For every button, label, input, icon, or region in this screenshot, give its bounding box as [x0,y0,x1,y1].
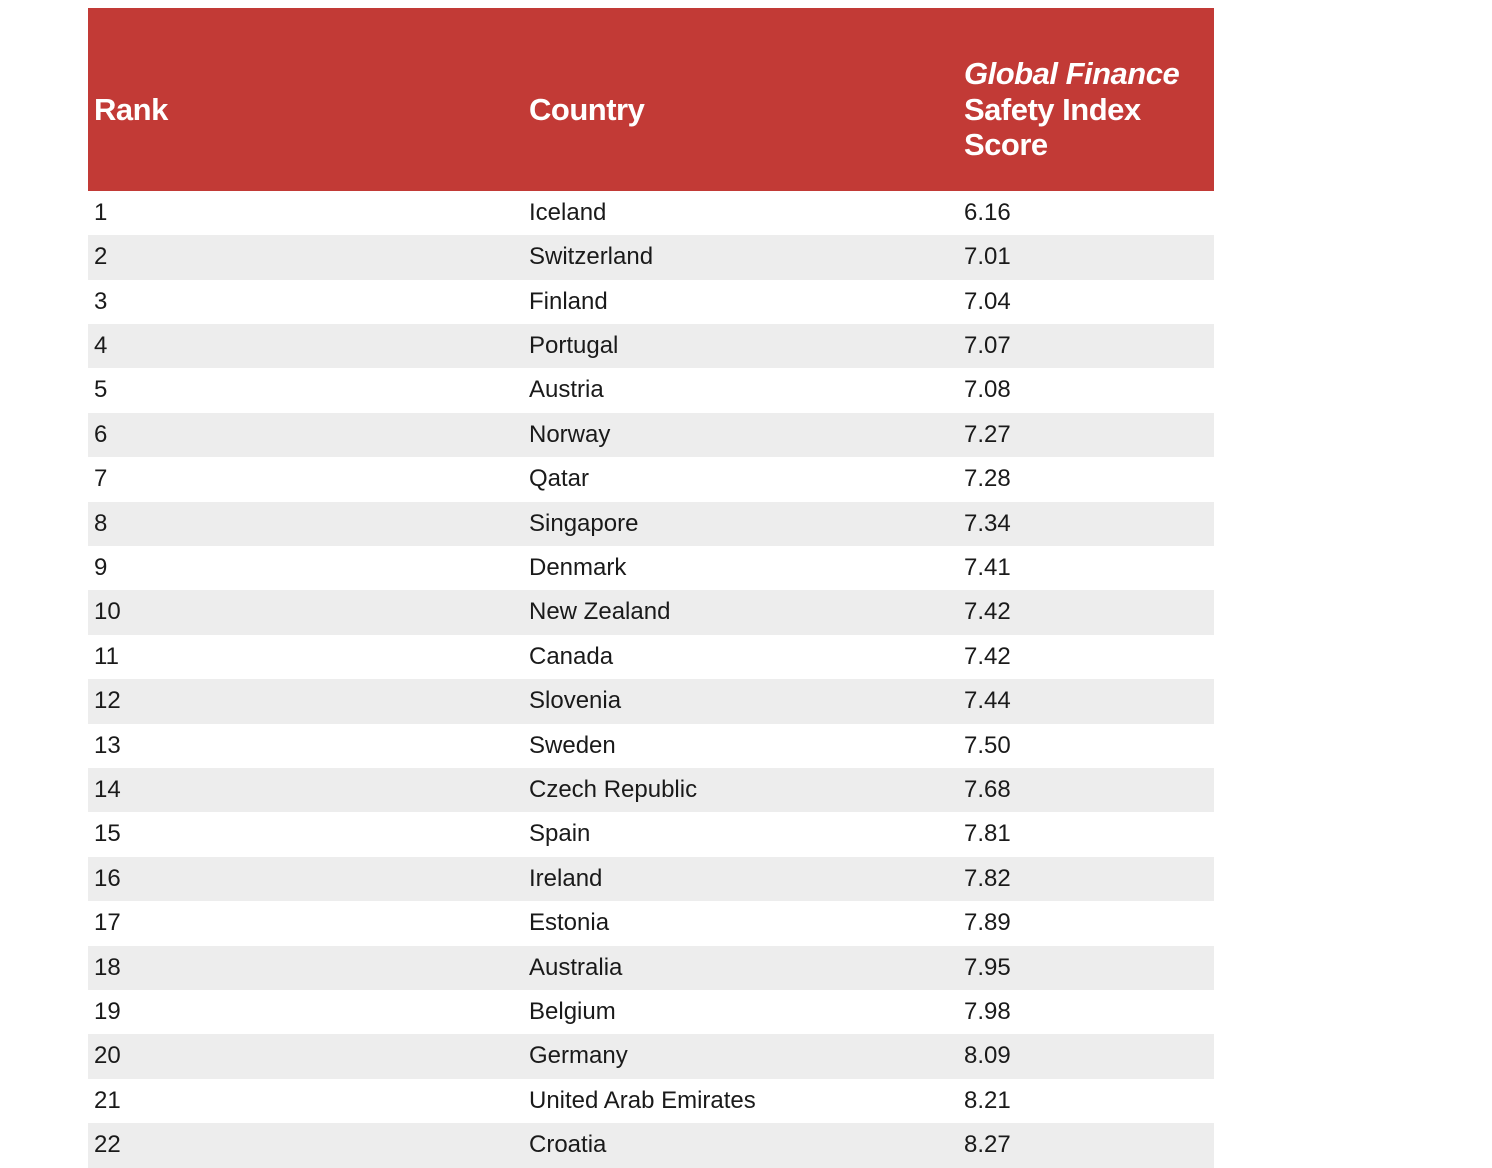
header-score-line3: Score [964,127,1048,162]
table-row: 18Australia7.95 [88,946,1214,990]
cell-rank: 21 [88,1079,519,1123]
table-row: 17Estonia7.89 [88,901,1214,945]
table-row: 16Ireland7.82 [88,857,1214,901]
table-row: 6Norway7.27 [88,413,1214,457]
table-row: 13Sweden7.50 [88,724,1214,768]
table-row: 20Germany8.09 [88,1034,1214,1078]
cell-country: United Arab Emirates [519,1079,954,1123]
cell-country: Ireland [519,857,954,901]
header-rank: Rank [88,8,519,191]
cell-country: Belgium [519,990,954,1034]
header-score-line1: Global Finance [964,56,1179,91]
header-score-line2: Safety Index [964,92,1141,127]
cell-rank: 12 [88,679,519,723]
cell-score: 7.41 [954,546,1214,590]
cell-rank: 11 [88,635,519,679]
table-row: 12Slovenia7.44 [88,679,1214,723]
cell-country: Iceland [519,191,954,235]
cell-score: 7.89 [954,901,1214,945]
cell-country: Canada [519,635,954,679]
table-row: 1Iceland6.16 [88,191,1214,235]
cell-rank: 14 [88,768,519,812]
cell-rank: 9 [88,546,519,590]
safety-index-table: Rank Country Global Finance Safety Index… [88,8,1214,1168]
table-row: 19Belgium7.98 [88,990,1214,1034]
cell-score: 7.98 [954,990,1214,1034]
cell-country: Finland [519,280,954,324]
table-row: 14Czech Republic7.68 [88,768,1214,812]
cell-rank: 15 [88,812,519,856]
cell-rank: 10 [88,590,519,634]
cell-score: 7.42 [954,590,1214,634]
table-row: 22Croatia8.27 [88,1123,1214,1167]
cell-country: Denmark [519,546,954,590]
table-body: 1Iceland6.162Switzerland7.013Finland7.04… [88,191,1214,1168]
cell-score: 7.27 [954,413,1214,457]
cell-country: Singapore [519,502,954,546]
cell-country: Croatia [519,1123,954,1167]
cell-country: Czech Republic [519,768,954,812]
cell-rank: 16 [88,857,519,901]
cell-country: Qatar [519,457,954,501]
table-row: 10New Zealand7.42 [88,590,1214,634]
table-header: Rank Country Global Finance Safety Index… [88,8,1214,191]
cell-rank: 20 [88,1034,519,1078]
cell-rank: 18 [88,946,519,990]
table-row: 11Canada7.42 [88,635,1214,679]
cell-country: Norway [519,413,954,457]
cell-rank: 13 [88,724,519,768]
table-row: 5Austria7.08 [88,368,1214,412]
cell-score: 7.95 [954,946,1214,990]
cell-rank: 1 [88,191,519,235]
cell-score: 7.07 [954,324,1214,368]
cell-rank: 2 [88,235,519,279]
cell-rank: 8 [88,502,519,546]
cell-score: 6.16 [954,191,1214,235]
table-row: 21United Arab Emirates8.21 [88,1079,1214,1123]
cell-score: 7.50 [954,724,1214,768]
cell-score: 8.21 [954,1079,1214,1123]
cell-score: 8.27 [954,1123,1214,1167]
cell-score: 8.09 [954,1034,1214,1078]
cell-rank: 22 [88,1123,519,1167]
header-score: Global Finance Safety Index Score [954,8,1214,191]
table-row: 2Switzerland7.01 [88,235,1214,279]
cell-country: Austria [519,368,954,412]
cell-score: 7.81 [954,812,1214,856]
header-country: Country [519,8,954,191]
cell-rank: 4 [88,324,519,368]
cell-rank: 7 [88,457,519,501]
cell-rank: 6 [88,413,519,457]
cell-country: Spain [519,812,954,856]
cell-score: 7.42 [954,635,1214,679]
cell-country: Australia [519,946,954,990]
cell-rank: 3 [88,280,519,324]
cell-score: 7.68 [954,768,1214,812]
table-row: 3Finland7.04 [88,280,1214,324]
cell-rank: 17 [88,901,519,945]
cell-score: 7.28 [954,457,1214,501]
table-row: 7Qatar7.28 [88,457,1214,501]
table-row: 15Spain7.81 [88,812,1214,856]
cell-country: Slovenia [519,679,954,723]
cell-country: New Zealand [519,590,954,634]
cell-score: 7.44 [954,679,1214,723]
cell-score: 7.82 [954,857,1214,901]
cell-score: 7.04 [954,280,1214,324]
cell-country: Estonia [519,901,954,945]
cell-score: 7.34 [954,502,1214,546]
cell-country: Switzerland [519,235,954,279]
cell-score: 7.08 [954,368,1214,412]
page-container: Rank Country Global Finance Safety Index… [0,0,1492,1168]
cell-country: Portugal [519,324,954,368]
cell-country: Germany [519,1034,954,1078]
table-row: 8Singapore7.34 [88,502,1214,546]
cell-rank: 5 [88,368,519,412]
table-header-row: Rank Country Global Finance Safety Index… [88,8,1214,191]
cell-rank: 19 [88,990,519,1034]
table-row: 4Portugal7.07 [88,324,1214,368]
table-row: 9Denmark7.41 [88,546,1214,590]
cell-score: 7.01 [954,235,1214,279]
cell-country: Sweden [519,724,954,768]
